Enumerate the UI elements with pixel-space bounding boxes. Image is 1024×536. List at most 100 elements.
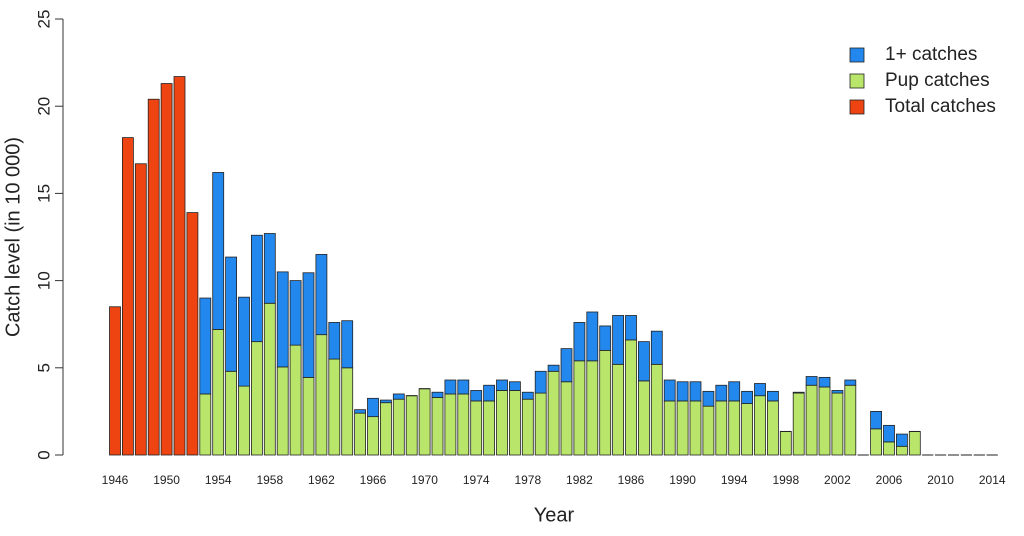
legend-label: 1+ catches bbox=[885, 44, 977, 65]
bar bbox=[599, 325, 612, 351]
bar bbox=[470, 400, 483, 456]
bar bbox=[122, 137, 134, 456]
bar bbox=[805, 384, 818, 456]
bar bbox=[457, 379, 470, 395]
x-tick-label: 1958 bbox=[256, 473, 283, 487]
bar bbox=[225, 370, 238, 456]
bar bbox=[225, 256, 238, 372]
bar bbox=[302, 376, 315, 456]
bar bbox=[367, 397, 379, 418]
bar bbox=[444, 379, 457, 395]
bar bbox=[586, 311, 599, 362]
x-tick-label: 2002 bbox=[824, 473, 851, 487]
bar bbox=[702, 405, 715, 456]
x-tick-label: 1954 bbox=[205, 473, 232, 487]
bar bbox=[341, 367, 354, 456]
bar bbox=[689, 381, 702, 402]
bar bbox=[754, 383, 766, 397]
legend-swatch bbox=[849, 73, 865, 89]
bar bbox=[676, 400, 689, 456]
bar bbox=[689, 400, 702, 456]
x-tick-label: 1974 bbox=[463, 473, 490, 487]
bar bbox=[379, 402, 392, 456]
bar bbox=[109, 306, 121, 456]
bar bbox=[212, 329, 225, 456]
bar bbox=[483, 400, 496, 456]
bar bbox=[199, 393, 212, 456]
x-tick-label: 1966 bbox=[360, 473, 387, 487]
x-tick-label: 1978 bbox=[514, 473, 541, 487]
bar bbox=[496, 390, 508, 456]
bar bbox=[883, 424, 895, 443]
bar bbox=[883, 441, 895, 456]
bar bbox=[896, 445, 908, 456]
bar bbox=[715, 384, 728, 402]
bar bbox=[702, 390, 715, 407]
bar bbox=[586, 360, 599, 456]
bar bbox=[831, 390, 844, 394]
bar bbox=[754, 395, 766, 456]
bar bbox=[831, 392, 844, 456]
y-tick-label: 5 bbox=[34, 363, 53, 372]
bar bbox=[560, 348, 573, 383]
bar bbox=[315, 254, 328, 336]
bar bbox=[431, 391, 444, 398]
y-tick-label: 10 bbox=[34, 271, 53, 290]
bar bbox=[650, 363, 663, 456]
bar bbox=[534, 392, 547, 456]
x-tick-label: 1950 bbox=[153, 473, 180, 487]
bar bbox=[418, 388, 431, 456]
x-tick-label: 1970 bbox=[411, 473, 438, 487]
bar bbox=[173, 76, 186, 456]
x-axis-title: Year bbox=[534, 504, 575, 526]
bar bbox=[612, 315, 624, 365]
bar bbox=[870, 410, 882, 430]
bar bbox=[328, 358, 341, 456]
bar bbox=[354, 412, 367, 456]
bar bbox=[354, 409, 367, 414]
bar bbox=[818, 376, 831, 388]
bar bbox=[160, 83, 173, 456]
bar bbox=[444, 393, 457, 456]
bar bbox=[599, 349, 612, 456]
bar bbox=[496, 379, 508, 391]
bar bbox=[315, 334, 328, 456]
bar bbox=[276, 271, 289, 368]
bar bbox=[328, 322, 341, 360]
bar bbox=[547, 370, 560, 456]
bar bbox=[483, 384, 496, 402]
bar bbox=[573, 322, 586, 362]
bar bbox=[896, 433, 908, 447]
bar bbox=[844, 384, 857, 456]
bar bbox=[625, 315, 637, 341]
bar bbox=[650, 330, 663, 365]
x-tick-label: 1986 bbox=[618, 473, 645, 487]
bar bbox=[238, 385, 250, 456]
legend-label: Pup catches bbox=[885, 70, 990, 91]
bar bbox=[767, 400, 779, 456]
bar bbox=[379, 399, 392, 404]
bar bbox=[457, 393, 470, 456]
bar bbox=[612, 363, 624, 456]
bar bbox=[767, 390, 779, 402]
bar bbox=[392, 393, 405, 400]
bar bbox=[238, 296, 250, 387]
bar bbox=[521, 391, 534, 400]
bar bbox=[405, 395, 418, 456]
x-tick-label: 2010 bbox=[927, 473, 954, 487]
legend-label: Total catches bbox=[885, 96, 996, 117]
x-tick-label: 2014 bbox=[979, 473, 1006, 487]
legend-swatch bbox=[849, 47, 865, 63]
x-tick-label: 1946 bbox=[102, 473, 129, 487]
bar bbox=[341, 320, 354, 369]
bar bbox=[186, 212, 199, 456]
x-tick-label: 1990 bbox=[669, 473, 696, 487]
bar bbox=[663, 400, 676, 456]
bar bbox=[728, 400, 741, 456]
bar bbox=[250, 341, 263, 456]
x-tick-label: 1994 bbox=[721, 473, 748, 487]
bar bbox=[134, 163, 147, 456]
bar bbox=[534, 370, 547, 394]
x-tick-label: 2006 bbox=[876, 473, 903, 487]
bar bbox=[263, 233, 276, 304]
